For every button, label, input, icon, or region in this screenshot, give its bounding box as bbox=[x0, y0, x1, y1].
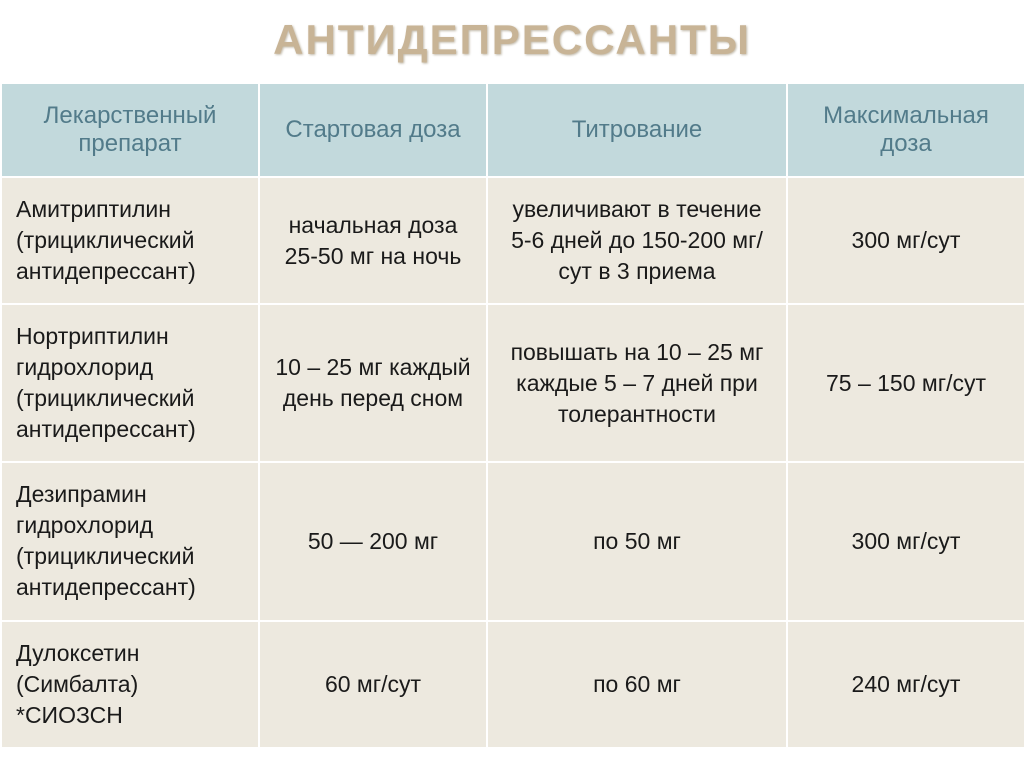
cell-max: 300 мг/сут bbox=[787, 462, 1024, 620]
cell-titration: по 50 мг bbox=[487, 462, 787, 620]
cell-drug: Дулоксетин (Симбалта) *СИОЗСН bbox=[1, 621, 259, 748]
col-max-dose: Максимальная доза bbox=[787, 83, 1024, 177]
cell-titration: увеличивают в течение 5-6 дней до 150-20… bbox=[487, 177, 787, 304]
cell-titration: по 60 мг bbox=[487, 621, 787, 748]
cell-max: 240 мг/сут bbox=[787, 621, 1024, 748]
page-title: АНТИДЕПРЕССАНТЫ bbox=[0, 0, 1024, 82]
table-row: Амитриптилин (трициклический антидепресс… bbox=[1, 177, 1024, 304]
col-titration: Титрование bbox=[487, 83, 787, 177]
table-row: Дезипрамин гидрохлорид (трициклический а… bbox=[1, 462, 1024, 620]
table-row: Дулоксетин (Симбалта) *СИОЗСН 60 мг/сут … bbox=[1, 621, 1024, 748]
dosage-table: Лекарственный препарат Стартовая доза Ти… bbox=[0, 82, 1024, 749]
col-start-dose: Стартовая доза bbox=[259, 83, 487, 177]
cell-drug: Дезипрамин гидрохлорид (трициклический а… bbox=[1, 462, 259, 620]
cell-start: 10 – 25 мг каждый день перед сном bbox=[259, 304, 487, 462]
cell-drug: Амитриптилин (трициклический антидепресс… bbox=[1, 177, 259, 304]
cell-titration: повышать на 10 – 25 мг каждые 5 – 7 дней… bbox=[487, 304, 787, 462]
table-row: Нортриптилин гидрохлорид (трициклический… bbox=[1, 304, 1024, 462]
cell-max: 75 – 150 мг/сут bbox=[787, 304, 1024, 462]
cell-start: начальная доза 25-50 мг на ночь bbox=[259, 177, 487, 304]
cell-max: 300 мг/сут bbox=[787, 177, 1024, 304]
cell-start: 60 мг/сут bbox=[259, 621, 487, 748]
cell-start: 50 — 200 мг bbox=[259, 462, 487, 620]
col-drug: Лекарственный препарат bbox=[1, 83, 259, 177]
cell-drug: Нортриптилин гидрохлорид (трициклический… bbox=[1, 304, 259, 462]
table-header-row: Лекарственный препарат Стартовая доза Ти… bbox=[1, 83, 1024, 177]
